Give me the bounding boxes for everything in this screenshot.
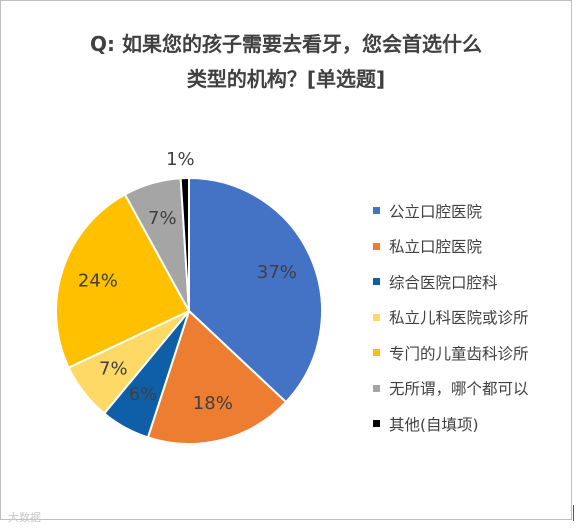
legend-label: 其他(自填项) [389, 415, 479, 434]
legend-swatch [373, 313, 380, 321]
pie-slice-7 [179, 176, 190, 312]
pie-slice-1 [188, 176, 323, 404]
data-label-2: 18% [193, 393, 233, 414]
legend-label: 无所谓，哪个都可以 [389, 380, 529, 399]
data-label-3: 6% [129, 384, 158, 405]
data-label-5: 24% [78, 270, 118, 291]
legend-item-7: 其他(自填项) [373, 406, 529, 442]
legend-swatch [373, 420, 380, 428]
legend-swatch [373, 207, 380, 215]
data-label-1: 37% [257, 262, 297, 283]
data-label-4: 7% [99, 359, 128, 380]
legend-item-6: 无所谓，哪个都可以 [373, 371, 529, 407]
pie-slice-2 [146, 309, 288, 445]
legend-label: 综合医院口腔科 [389, 273, 498, 292]
chart-legend: 公立口腔医院 私立口腔医院 综合医院口腔科私立儿科医院或诊所 专门的儿童齿科诊所 无所谓… [373, 193, 529, 442]
data-label-7: 1% [166, 149, 195, 170]
legend-item-1: 公立口腔医院 [373, 193, 529, 229]
legend-item-2: 私立口腔医院 [373, 229, 529, 265]
legend-label: 专门的儿童齿科诊所 [389, 344, 529, 363]
legend-label: 私立口腔医院 [389, 238, 483, 257]
legend-swatch [373, 384, 380, 392]
legend-item-4: 私立儿科医院或诊所 [373, 300, 529, 336]
chart-title-line-2: 类型的机构？[单选题] [186, 67, 386, 91]
data-label-6: 7% [148, 208, 177, 229]
legend-swatch [373, 242, 380, 250]
legend-item-3: 综合医院口腔科 [373, 264, 529, 300]
legend-swatch [373, 278, 380, 286]
window-edge-marker [573, 505, 574, 521]
legend-swatch [373, 349, 380, 357]
watermark: 大数据 [8, 511, 41, 524]
legend-label: 私立儿科医院或诊所 [389, 309, 529, 328]
chart-title-line-1: Q: 如果您的孩子需要去看牙，您会首选什么 [90, 32, 482, 56]
pie-slice-5 [55, 193, 191, 369]
legend-label: 公立口腔医院 [389, 202, 483, 221]
legend-item-5: 专门的儿童齿科诊所 [373, 335, 529, 371]
